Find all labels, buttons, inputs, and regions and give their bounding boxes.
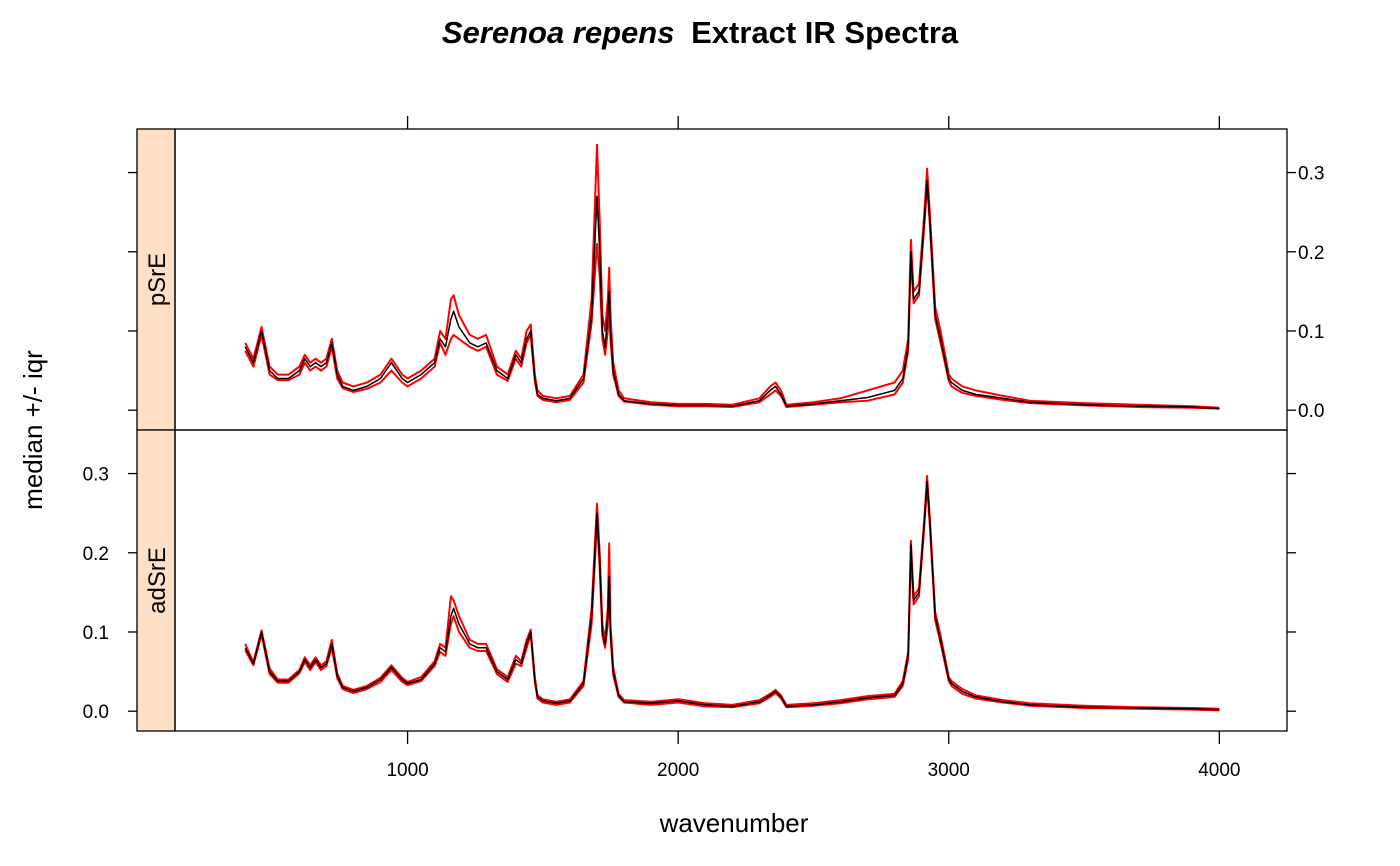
y-tick-label: 0.0 [1298,401,1324,422]
strip-label-pSrE: pSrE [144,253,171,306]
iqr-line-adSrE [244,474,1220,710]
iqr-line-adSrE [244,484,1220,712]
iqr-line-pSrE [244,143,1220,409]
panel-frame-adSrE [174,429,1288,732]
x-tick-label: 2000 [657,760,699,781]
panel-pSrE: pSrE [136,128,1288,431]
axes: 0.0 0.1 0.2 0.3 0.0 0.1 0.2 0.3 1000 2000 3000 4000 [83,116,1324,781]
title-rest: Extract IR Spectra [691,15,959,50]
x-tick-label: 1000 [386,760,428,781]
strip-adSrE [136,429,176,732]
x-tick-label: 3000 [928,760,970,781]
x-tick-label: 4000 [1198,760,1240,781]
title-italic: Serenoa repens [442,15,675,50]
y-tick-label: 0.2 [1298,243,1324,264]
y-axis-title: median +/- iqr [18,350,48,510]
median-line-pSrE [244,179,1220,410]
y-tick-label: 0.0 [83,702,109,723]
strip-label-adSrE: adSrE [144,547,171,614]
y-tick-label: 0.2 [83,544,109,565]
y-tick-label: 0.3 [83,465,109,486]
y-tick-label: 0.3 [1298,164,1324,185]
panel-adSrE: adSrE [136,429,1288,732]
svg-text:Serenoa repens Extract I: Serenoa repens Extract IR Spectra [442,15,959,50]
strip-pSrE [136,128,176,431]
median-line-adSrE [244,480,1220,711]
chart-title: Serenoa repens Extract IR Spectra [442,15,959,50]
y-tick-label: 0.1 [1298,322,1324,343]
panels: pSrE adSrE [136,128,1288,732]
y-tick-label: 0.1 [83,623,109,644]
iqr-line-pSrE [244,183,1220,410]
x-axis-title: wavenumber [659,808,809,838]
